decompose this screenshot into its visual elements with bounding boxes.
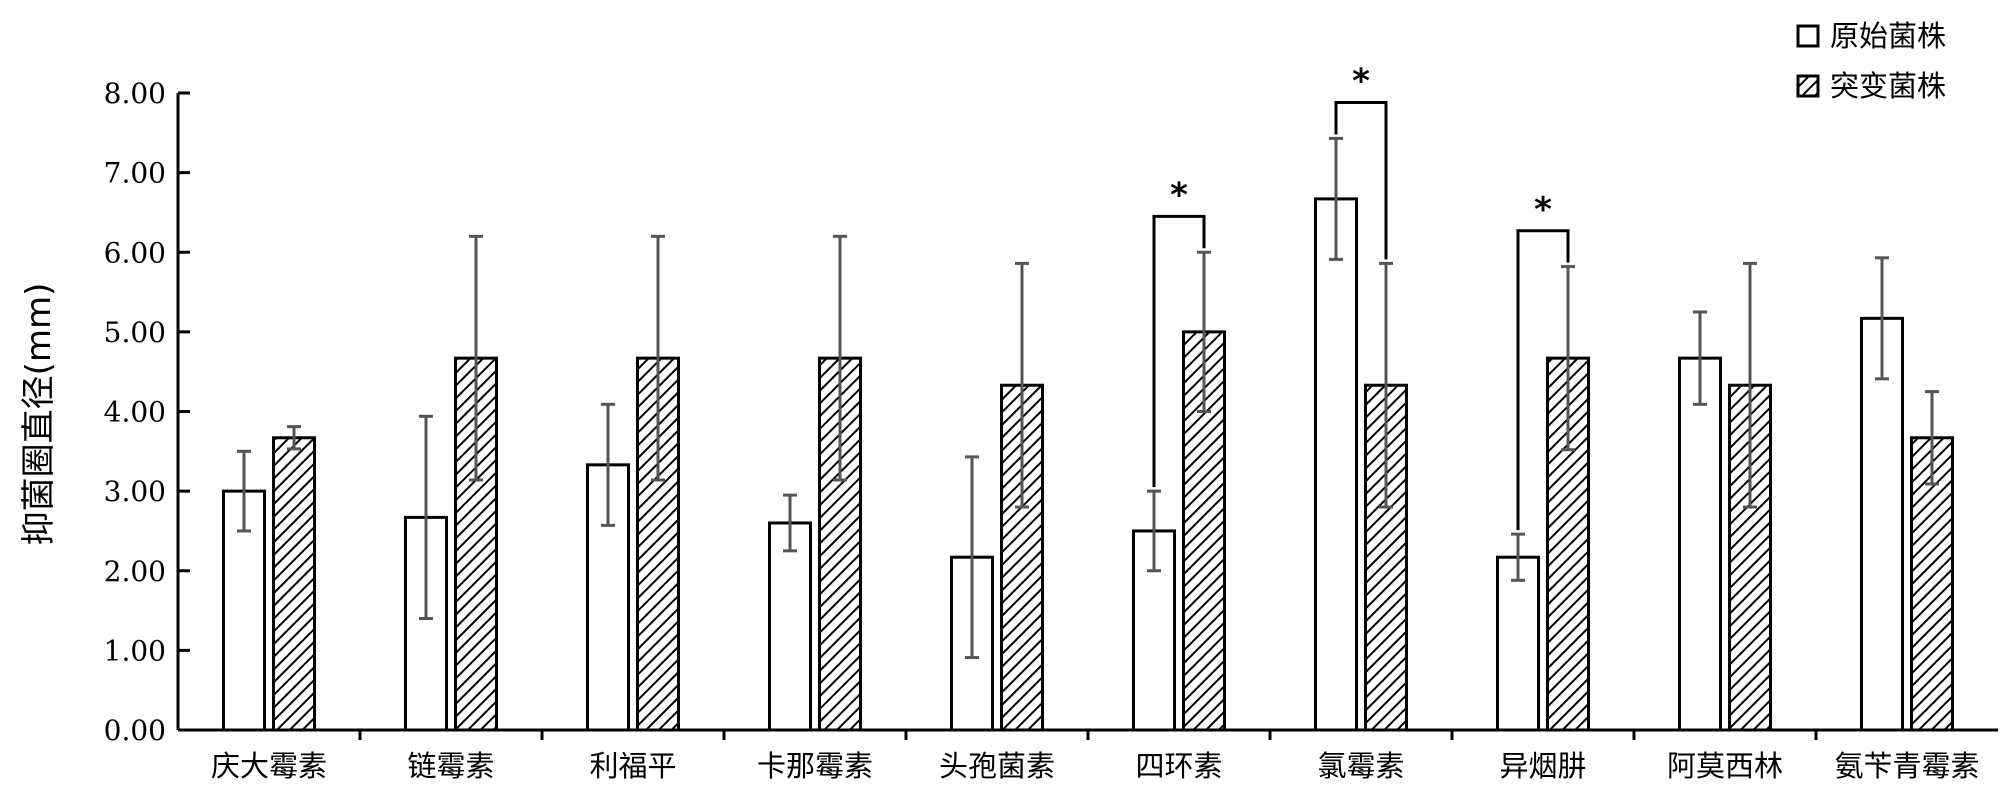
bar-mutant-strain bbox=[1910, 436, 1954, 732]
bar-original-strain bbox=[1314, 197, 1358, 732]
x-category-label: 氨苄青霉素 bbox=[1834, 749, 1979, 783]
axes bbox=[176, 93, 1998, 740]
legend-label: 原始菌株 bbox=[1830, 19, 1946, 53]
y-tick-label: 7.00 bbox=[104, 157, 166, 190]
x-category-label: 阿莫西林 bbox=[1667, 749, 1783, 783]
bars bbox=[222, 197, 1954, 732]
y-axis-ticks: 0.00 1.00 2.00 3.00 4.00 5.00 6.00 7.00 8.00 bbox=[104, 77, 190, 747]
x-category-label: 卡那霉素 bbox=[757, 749, 873, 783]
x-category-label: 头孢菌素 bbox=[939, 749, 1055, 783]
y-axis-label: 抑菌圈直径(mm) bbox=[19, 283, 59, 546]
x-category-label: 四环素 bbox=[1135, 749, 1222, 783]
y-tick-label: 0.00 bbox=[104, 714, 166, 747]
legend-swatch-original bbox=[1796, 24, 1820, 48]
y-tick-label: 1.00 bbox=[104, 634, 166, 667]
y-tick-label: 6.00 bbox=[104, 236, 166, 269]
bar-mutant-strain bbox=[272, 436, 316, 732]
significance-star: * bbox=[1534, 190, 1552, 230]
y-tick-label: 4.00 bbox=[104, 396, 166, 429]
legend-label: 突变菌株 bbox=[1830, 69, 1946, 103]
significance-bracket bbox=[1152, 214, 1206, 488]
y-tick-label: 5.00 bbox=[104, 316, 166, 349]
y-tick-label: 2.00 bbox=[104, 555, 166, 588]
bar-original-strain bbox=[768, 521, 812, 732]
legend-swatch-mutant bbox=[1796, 74, 1820, 98]
error-bars bbox=[237, 136, 1939, 660]
x-category-label: 利福平 bbox=[589, 749, 676, 783]
x-category-label: 异烟肼 bbox=[1499, 749, 1586, 783]
y-tick-label: 8.00 bbox=[104, 77, 166, 110]
significance-star: * bbox=[1170, 175, 1188, 215]
significance-bracket bbox=[1334, 101, 1388, 260]
bar-original-strain bbox=[1678, 356, 1722, 732]
y-tick-label: 3.00 bbox=[104, 475, 166, 508]
bar-original-strain bbox=[1496, 555, 1540, 732]
significance-bracket bbox=[1516, 229, 1570, 531]
significance-markers: * * * bbox=[1152, 62, 1570, 531]
x-category-label: 庆大霉素 bbox=[211, 749, 327, 783]
significance-star: * bbox=[1352, 62, 1370, 102]
x-category-label: 氯霉素 bbox=[1317, 749, 1404, 783]
x-axis-category-labels: 庆大霉素 链霉素 利福平 卡那霉素 头孢菌素 四环素 氯霉素 异烟肼 阿莫西林 氨苄青霉素 bbox=[211, 749, 1980, 783]
x-category-label: 链霉素 bbox=[407, 749, 494, 783]
